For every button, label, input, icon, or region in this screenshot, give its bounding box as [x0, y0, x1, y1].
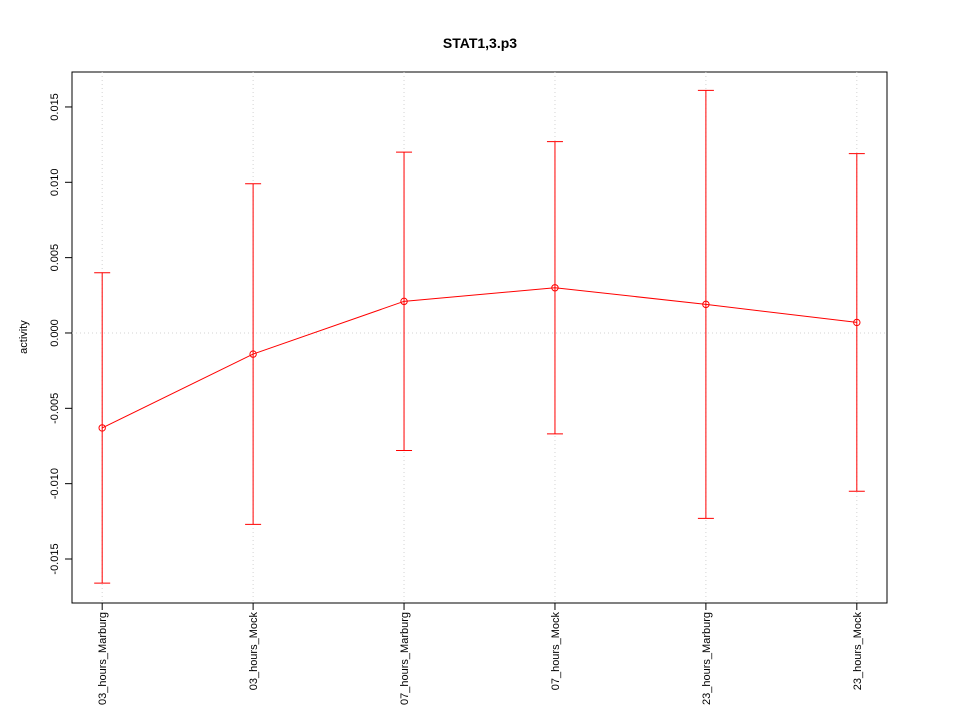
y-tick-label: -0.005 [49, 393, 61, 424]
point [400, 297, 408, 306]
y-tick-label: -0.010 [49, 468, 61, 499]
point [853, 318, 861, 327]
x-tick-label: 23_hours_Marburg [701, 612, 713, 705]
x-tick-label: 03_hours_Mock [248, 612, 260, 691]
line [101, 287, 857, 429]
y-tick-label: 0.005 [49, 244, 61, 272]
y-tick-label: -0.015 [49, 543, 61, 574]
chart-title: STAT1,3.p3 [443, 35, 517, 51]
y-tick-label: 0.010 [49, 169, 61, 197]
error-bar [94, 272, 111, 584]
x-tick-label: 07_hours_Marburg [399, 612, 411, 705]
point [551, 284, 559, 292]
y-tick-label: 0.000 [49, 319, 61, 347]
plot-frame [71, 71, 888, 604]
x-tick-label: 03_hours_Marburg [97, 612, 109, 705]
x-tick-label: 07_hours_Mock [550, 612, 562, 691]
error-bar [848, 153, 865, 492]
point [98, 424, 106, 432]
x-tick-label: 23_hours_Mock [852, 612, 864, 691]
point [702, 300, 710, 309]
y-axis-label: activity [18, 320, 30, 354]
point [249, 350, 257, 358]
y-tick-label: 0.015 [49, 93, 61, 121]
